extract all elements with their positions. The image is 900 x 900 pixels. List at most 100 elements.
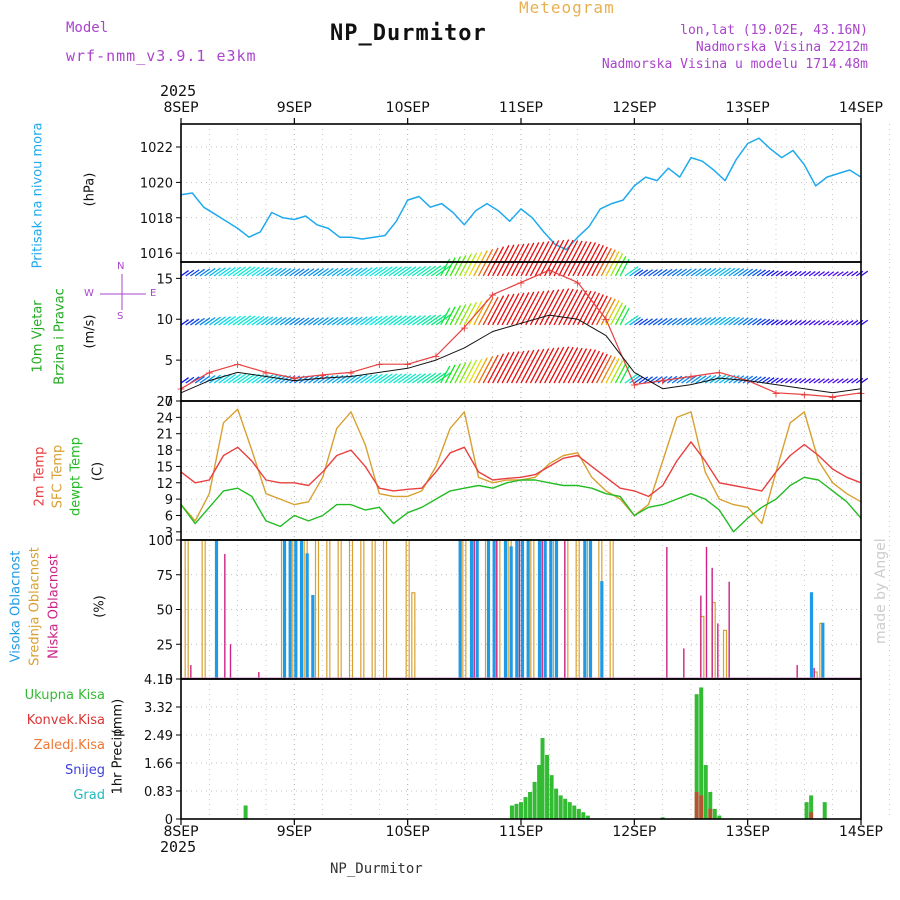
- wind-arrow: [454, 304, 467, 326]
- high-cloud-bar: [589, 540, 592, 679]
- wind-arrow: [435, 264, 452, 277]
- total-precip-bar: [660, 817, 665, 819]
- wind-arrow: [676, 268, 688, 277]
- wind-arrow: [246, 315, 260, 326]
- wind-arrow: [567, 241, 588, 277]
- panel-frame: [180, 678, 862, 820]
- y-tick-label: 75: [156, 569, 173, 584]
- wind-arrow: [393, 266, 407, 277]
- wind-arrow: [827, 378, 835, 384]
- y-tick-label: 0: [165, 813, 173, 828]
- y-tick-label: 1018: [140, 212, 173, 227]
- wind-arrow: [440, 258, 451, 277]
- wind-arrow: [742, 317, 754, 326]
- high-cloud-bar: [515, 540, 518, 679]
- wind-gust-marker: +: [545, 264, 554, 277]
- wind-arrow: [246, 373, 260, 384]
- mid-cloud-bar: [598, 539, 603, 680]
- wind-gust-marker: +: [261, 366, 270, 379]
- wind-arrow: [799, 270, 807, 277]
- wind-arrow: [463, 252, 478, 277]
- compass-south: S: [117, 311, 124, 322]
- y-tick-label: 1016: [140, 247, 173, 262]
- wind-arrow: [289, 268, 301, 277]
- wind-arrow: [723, 374, 736, 384]
- total-precip-bar: [699, 687, 704, 819]
- wind-arrow: [733, 268, 745, 277]
- panel-frame: [180, 261, 862, 402]
- wind-arrow: [846, 270, 854, 277]
- wind-arrow: [459, 253, 472, 277]
- wind-ylabel-2: Brzina i Pravac: [52, 288, 68, 385]
- wind-arrow: [558, 240, 579, 277]
- wind-arrow: [572, 241, 592, 277]
- wind-arrow: [185, 269, 195, 277]
- mid-cloud-bar: [462, 539, 467, 680]
- wind-arrow: [421, 265, 437, 277]
- legend-snow: Snijeg: [65, 763, 105, 778]
- wind-gust-marker: +: [290, 372, 299, 385]
- wind-arrow: [667, 375, 678, 384]
- wind-arrow: [610, 360, 624, 384]
- high-cloud-bar: [821, 623, 824, 679]
- wind-arrow: [704, 316, 717, 326]
- wind-arrow: [218, 316, 231, 326]
- wind-arrow: [444, 364, 456, 384]
- wind-arrow: [529, 348, 550, 384]
- wind-arrow: [426, 314, 442, 326]
- precip-unit: (mm): [110, 698, 126, 735]
- wind-arrow: [204, 267, 216, 277]
- y-tick-label: 1020: [140, 176, 173, 191]
- wind-arrow: [704, 267, 717, 277]
- wind-arrow: [416, 265, 432, 277]
- wind-arrow: [435, 314, 452, 326]
- mid-cloud-bar: [405, 539, 410, 680]
- wind-arrow: [733, 317, 745, 326]
- wind-arrow: [515, 349, 535, 384]
- wind-arrow: [785, 319, 793, 326]
- wind-arrow: [459, 361, 472, 384]
- panel-frame: [180, 123, 862, 263]
- mid-cloud-bar: [586, 539, 592, 680]
- wind-arrow: [855, 319, 864, 326]
- wind-arrow: [194, 375, 205, 384]
- high-cloud-bar: [583, 540, 586, 679]
- high-cloud-bar: [493, 540, 496, 679]
- day-label-top: 11SEP: [499, 100, 543, 116]
- high-cloud-bar: [600, 581, 603, 679]
- wind-arrow: [851, 270, 859, 277]
- wind-arrow: [780, 319, 788, 326]
- wind-arrow: [412, 373, 427, 384]
- y-tick-label: 15: [156, 460, 173, 475]
- wind-arrow: [246, 266, 260, 277]
- wind-arrow: [218, 374, 231, 384]
- wind-arrow: [473, 299, 488, 326]
- wind-arrow: [341, 374, 353, 384]
- wind-arrow: [265, 267, 278, 277]
- wind-arrow: [770, 377, 779, 384]
- wind-arrow: [463, 301, 478, 326]
- wind-arrow: [501, 244, 520, 277]
- wind-arrow: [671, 317, 683, 326]
- day-label-top: 10SEP: [386, 100, 430, 116]
- wind-arrow: [364, 266, 378, 277]
- wind-arrow: [723, 267, 736, 277]
- high-cloud-bar: [305, 553, 309, 680]
- wind-arrow: [397, 266, 412, 277]
- wind-arrow: [709, 316, 722, 326]
- wind-arrow: [284, 317, 296, 326]
- wind-arrow: [761, 318, 771, 326]
- y-tick-label: 100: [148, 534, 173, 549]
- wind-arrow: [742, 268, 754, 277]
- high-cloud-bar: [294, 540, 297, 679]
- wind-arrow: [383, 266, 398, 277]
- wind-arrow: [213, 267, 226, 277]
- temp-unit: (C): [90, 461, 106, 482]
- wind-arrow: [544, 239, 565, 277]
- wind-unit: (m/s): [82, 314, 98, 349]
- total-precip-bar: [572, 805, 577, 819]
- total-precip-bar: [563, 798, 568, 819]
- wind-arrow: [577, 291, 597, 326]
- t2m-line: [180, 441, 862, 498]
